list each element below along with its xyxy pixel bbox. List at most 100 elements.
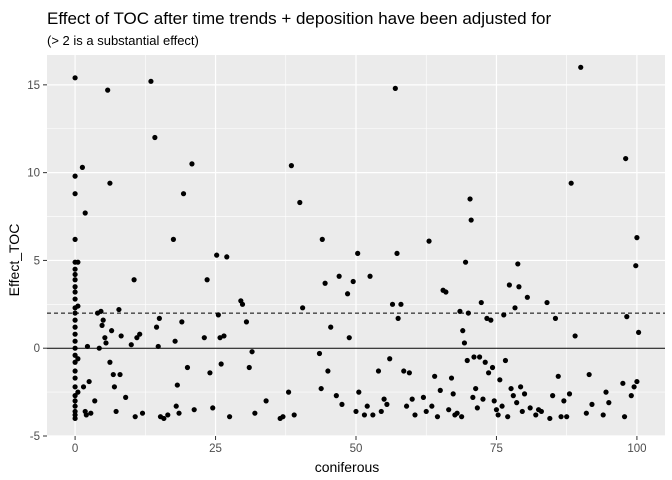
data-point xyxy=(184,364,191,371)
data-point xyxy=(103,340,109,346)
data-point xyxy=(328,324,334,330)
data-point xyxy=(356,389,362,395)
data-point xyxy=(72,384,78,390)
data-point xyxy=(412,412,418,418)
data-point xyxy=(443,289,449,295)
data-point xyxy=(516,284,522,290)
data-point xyxy=(131,277,137,283)
data-point xyxy=(437,387,443,393)
data-point xyxy=(635,329,642,336)
data-point xyxy=(83,412,89,418)
y-axis-ticks: -5 0 5 10 15 xyxy=(27,80,47,443)
data-point xyxy=(434,414,441,420)
data-point xyxy=(325,368,331,374)
data-point xyxy=(75,259,81,265)
data-point xyxy=(450,391,456,397)
data-point xyxy=(221,333,227,339)
data-point xyxy=(552,315,559,321)
chart-subtitle: (> 2 is a substantial effect) xyxy=(47,33,199,48)
x-tick-label: 50 xyxy=(350,443,363,455)
data-point xyxy=(506,282,512,288)
data-point xyxy=(623,155,629,162)
data-point xyxy=(586,371,592,378)
data-point xyxy=(72,236,78,242)
data-point xyxy=(488,317,494,323)
y-tick-label: -5 xyxy=(30,431,40,443)
data-point xyxy=(72,393,78,399)
data-point xyxy=(72,277,78,283)
data-point xyxy=(633,263,639,269)
data-point xyxy=(174,382,180,388)
data-point xyxy=(406,370,412,376)
data-point xyxy=(113,408,119,415)
data-point xyxy=(134,335,140,341)
data-point xyxy=(75,356,81,362)
data-point xyxy=(606,400,612,406)
data-point xyxy=(561,398,567,404)
data-point xyxy=(384,401,390,407)
data-point xyxy=(72,266,78,272)
data-point xyxy=(96,345,102,351)
data-point xyxy=(148,78,154,84)
data-point xyxy=(600,412,606,418)
data-point xyxy=(176,410,182,416)
data-point xyxy=(88,410,94,416)
data-point xyxy=(392,85,398,91)
data-point xyxy=(109,328,115,334)
data-point xyxy=(409,396,415,402)
y-tick-label: 0 xyxy=(34,343,40,355)
data-point xyxy=(370,412,376,418)
data-point xyxy=(180,191,187,197)
data-point xyxy=(189,161,195,167)
data-point xyxy=(172,338,178,344)
data-point xyxy=(505,414,511,420)
data-point xyxy=(484,315,490,321)
data-point xyxy=(288,163,294,169)
data-point xyxy=(628,393,634,399)
data-point xyxy=(403,403,410,409)
data-point xyxy=(387,356,393,362)
x-tick-label: 0 xyxy=(72,443,78,455)
data-point xyxy=(477,354,483,360)
data-point xyxy=(72,317,78,323)
data-point xyxy=(156,315,162,321)
data-point xyxy=(547,415,553,422)
data-point xyxy=(107,359,113,365)
data-point xyxy=(118,333,124,339)
data-point xyxy=(465,310,471,316)
data-point xyxy=(346,335,352,341)
data-point xyxy=(72,338,78,344)
data-point xyxy=(218,361,224,367)
data-point xyxy=(497,377,503,383)
data-point xyxy=(493,407,500,413)
data-point xyxy=(239,301,246,307)
data-point xyxy=(568,180,574,186)
data-point xyxy=(634,378,640,385)
x-tick-label: 100 xyxy=(627,443,646,455)
data-point xyxy=(631,384,637,390)
data-point xyxy=(620,380,626,386)
data-point xyxy=(291,412,297,418)
data-point xyxy=(502,357,509,364)
data-point xyxy=(170,236,177,242)
data-point xyxy=(117,371,123,378)
data-point xyxy=(123,394,129,400)
data-point xyxy=(478,299,484,306)
data-point xyxy=(72,368,78,374)
data-point xyxy=(153,324,160,330)
data-point xyxy=(99,322,105,328)
data-point xyxy=(72,296,78,302)
data-point xyxy=(215,312,221,318)
data-point xyxy=(495,412,501,418)
data-point xyxy=(72,191,78,197)
data-point xyxy=(378,408,384,415)
data-point xyxy=(344,291,351,297)
data-point xyxy=(515,261,521,267)
y-tick-label: 15 xyxy=(27,80,40,92)
data-point xyxy=(336,273,342,279)
data-point xyxy=(249,349,255,355)
data-point xyxy=(75,303,81,309)
data-point xyxy=(72,359,78,365)
data-point xyxy=(583,410,589,416)
data-point xyxy=(491,398,497,404)
